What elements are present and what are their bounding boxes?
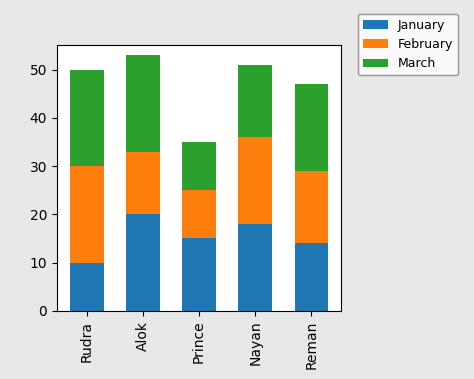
- Bar: [126, 152, 160, 214]
- Bar: [295, 171, 328, 243]
- Bar: [70, 70, 103, 166]
- Bar: [182, 238, 216, 311]
- Bar: [238, 65, 272, 137]
- Bar: [238, 224, 272, 311]
- Bar: [295, 243, 328, 311]
- Bar: [182, 142, 216, 190]
- Bar: [295, 84, 328, 171]
- Bar: [70, 166, 103, 263]
- Bar: [126, 55, 160, 152]
- Bar: [126, 214, 160, 311]
- Bar: [238, 137, 272, 224]
- Bar: [182, 190, 216, 238]
- Bar: [70, 263, 103, 311]
- Legend: January, February, March: January, February, March: [358, 14, 458, 75]
